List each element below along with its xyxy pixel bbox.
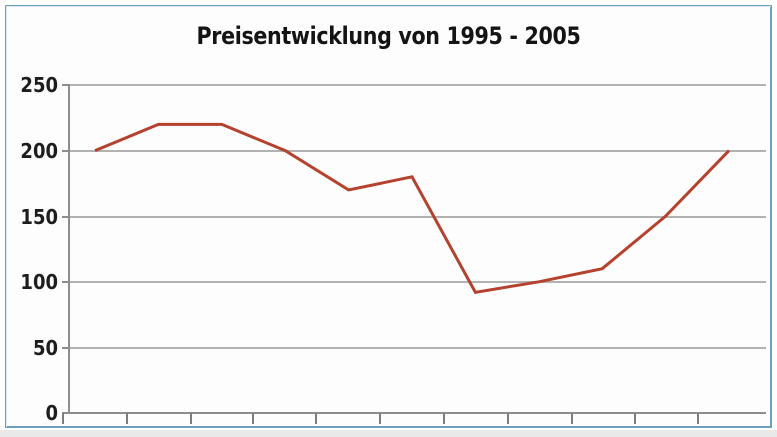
y-tick-label-50: 50: [32, 336, 58, 360]
x-axis-line: [68, 412, 766, 414]
x-tick-mark-6: [443, 413, 445, 424]
x-tick-mark-2: [190, 413, 192, 424]
y-tick-label-wrap-200: 200: [0, 139, 58, 163]
chart-title: Preisentwicklung von 1995 - 2005: [196, 22, 581, 50]
y-tick-mark-0: [62, 412, 70, 414]
gridline-250: [68, 84, 766, 86]
x-tick-mark-9: [634, 413, 636, 424]
y-tick-mark-100: [62, 281, 70, 283]
y-tick-label-wrap-50: 50: [0, 336, 58, 360]
gridline-100: [68, 281, 766, 283]
gridline-200: [68, 150, 766, 152]
y-tick-label-100: 100: [20, 270, 58, 294]
y-tick-label-wrap-150: 150: [0, 205, 58, 229]
gridline-150: [68, 216, 766, 218]
y-tick-mark-50: [62, 347, 70, 349]
y-tick-label-200: 200: [20, 139, 58, 163]
series-line-preis: [94, 122, 731, 294]
x-tick-mark-0: [62, 413, 64, 424]
y-axis-line: [68, 85, 70, 414]
y-tick-mark-150: [62, 216, 70, 218]
y-tick-mark-200: [62, 150, 70, 152]
y-tick-mark-250: [62, 84, 70, 86]
y-tick-label-0: 0: [45, 401, 58, 425]
y-tick-label-wrap-250: 250: [0, 73, 58, 97]
x-tick-mark-1: [126, 413, 128, 424]
gridline-50: [68, 347, 766, 349]
y-tick-label-wrap-100: 100: [0, 270, 58, 294]
x-tick-mark-4: [315, 413, 317, 424]
x-tick-mark-5: [379, 413, 381, 424]
x-tick-mark-7: [507, 413, 509, 424]
y-tick-label-250: 250: [20, 73, 58, 97]
bottom-gray-strip: [0, 430, 777, 437]
x-tick-mark-8: [571, 413, 573, 424]
y-tick-label-150: 150: [20, 205, 58, 229]
y-tick-label-wrap-0: 0: [0, 401, 58, 425]
x-tick-mark-3: [252, 413, 254, 424]
x-tick-mark-10: [697, 413, 699, 424]
